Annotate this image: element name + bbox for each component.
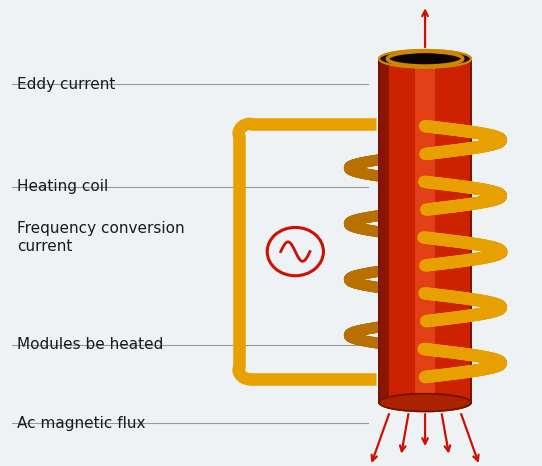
Text: Ac magnetic flux: Ac magnetic flux xyxy=(17,416,145,431)
Bar xyxy=(379,59,471,403)
Text: Heating coil: Heating coil xyxy=(17,179,108,194)
Ellipse shape xyxy=(379,50,471,68)
Bar xyxy=(389,59,471,403)
Circle shape xyxy=(267,227,324,276)
Bar xyxy=(379,59,471,403)
Ellipse shape xyxy=(397,54,453,64)
Bar xyxy=(389,59,471,403)
Text: Modules be heated: Modules be heated xyxy=(17,337,163,352)
Ellipse shape xyxy=(379,394,471,411)
Text: Eddy current: Eddy current xyxy=(17,77,115,92)
Bar xyxy=(415,59,435,403)
Ellipse shape xyxy=(379,394,471,411)
Ellipse shape xyxy=(379,50,471,68)
Ellipse shape xyxy=(397,54,453,64)
Bar xyxy=(379,59,389,403)
Bar xyxy=(379,59,389,403)
Bar xyxy=(415,59,435,403)
Text: Frequency conversion
current: Frequency conversion current xyxy=(17,221,184,254)
